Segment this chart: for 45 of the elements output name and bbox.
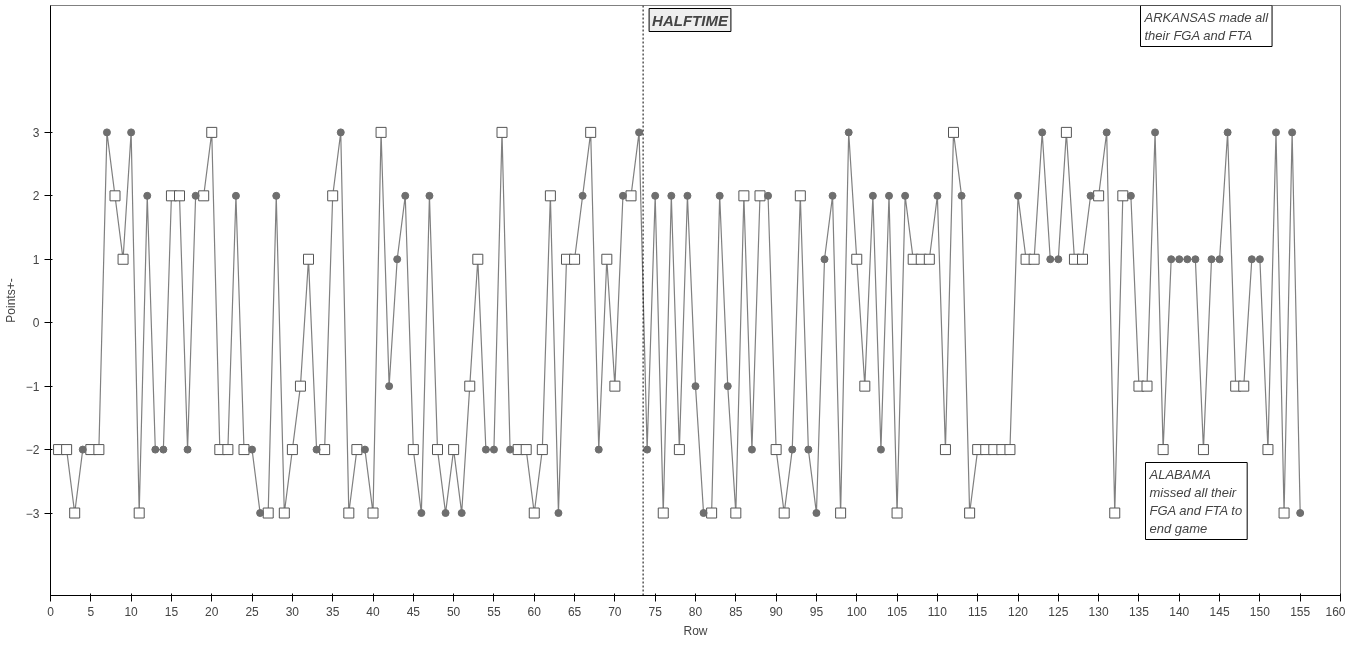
- x-tick-label: 75: [648, 604, 663, 619]
- x-axis-title: Row: [683, 623, 708, 638]
- x-tick-label: 150: [1249, 604, 1271, 619]
- x-tick-label: 10: [124, 604, 139, 619]
- x-tick-label: 65: [567, 604, 582, 619]
- y-tick-label: 2: [32, 189, 40, 204]
- x-tick-label: 95: [809, 604, 824, 619]
- x-tick-label: 105: [887, 604, 908, 619]
- x-tick-label: 45: [406, 604, 421, 619]
- x-tick-label: 55: [487, 604, 501, 619]
- annotation: ARKANSAS made all their FGA and FTA: [1143, 9, 1270, 43]
- x-tick-label: 20: [205, 604, 219, 619]
- x-tick-label: 160: [1325, 604, 1346, 619]
- x-tick-label: 80: [688, 604, 703, 619]
- x-tick-label: 155: [1290, 604, 1311, 619]
- y-tick-label: −3: [25, 506, 40, 521]
- x-tick-label: 0: [47, 604, 55, 619]
- x-tick-label: 140: [1169, 604, 1190, 619]
- x-tick-label: 70: [608, 604, 622, 619]
- y-axis-title: Points+-: [3, 278, 18, 323]
- y-tick-label: −1: [25, 379, 40, 394]
- x-tick-label: 40: [366, 604, 380, 619]
- x-tick-label: 30: [285, 604, 300, 619]
- x-tick-label: 60: [527, 604, 542, 619]
- x-tick-label: 5: [87, 604, 95, 619]
- y-tick-label: −2: [25, 443, 40, 458]
- x-tick-label: 115: [968, 604, 988, 619]
- x-tick-label: 50: [446, 604, 461, 619]
- ref-line-label: HALFTIME: [652, 11, 729, 29]
- x-tick-label: 120: [1007, 604, 1029, 619]
- x-tick-label: 15: [164, 604, 179, 619]
- x-tick-label: 85: [729, 604, 743, 619]
- x-tick-label: 25: [245, 604, 260, 619]
- x-tick-label: 130: [1088, 604, 1109, 619]
- y-tick-label: 1: [32, 252, 40, 267]
- x-tick-label: 125: [1048, 604, 1069, 619]
- x-tick-label: 135: [1128, 604, 1150, 619]
- x-tick-label: 35: [326, 604, 340, 619]
- y-tick-label: 3: [32, 125, 40, 140]
- x-tick-label: 100: [846, 604, 868, 619]
- annotation: ALABAMA missed all their FGA and FTA to end game: [1148, 466, 1243, 536]
- x-tick-label: 110: [927, 604, 948, 619]
- x-tick-label: 90: [769, 604, 784, 619]
- y-tick-label: 0: [32, 316, 40, 331]
- x-tick-label: 145: [1209, 604, 1230, 619]
